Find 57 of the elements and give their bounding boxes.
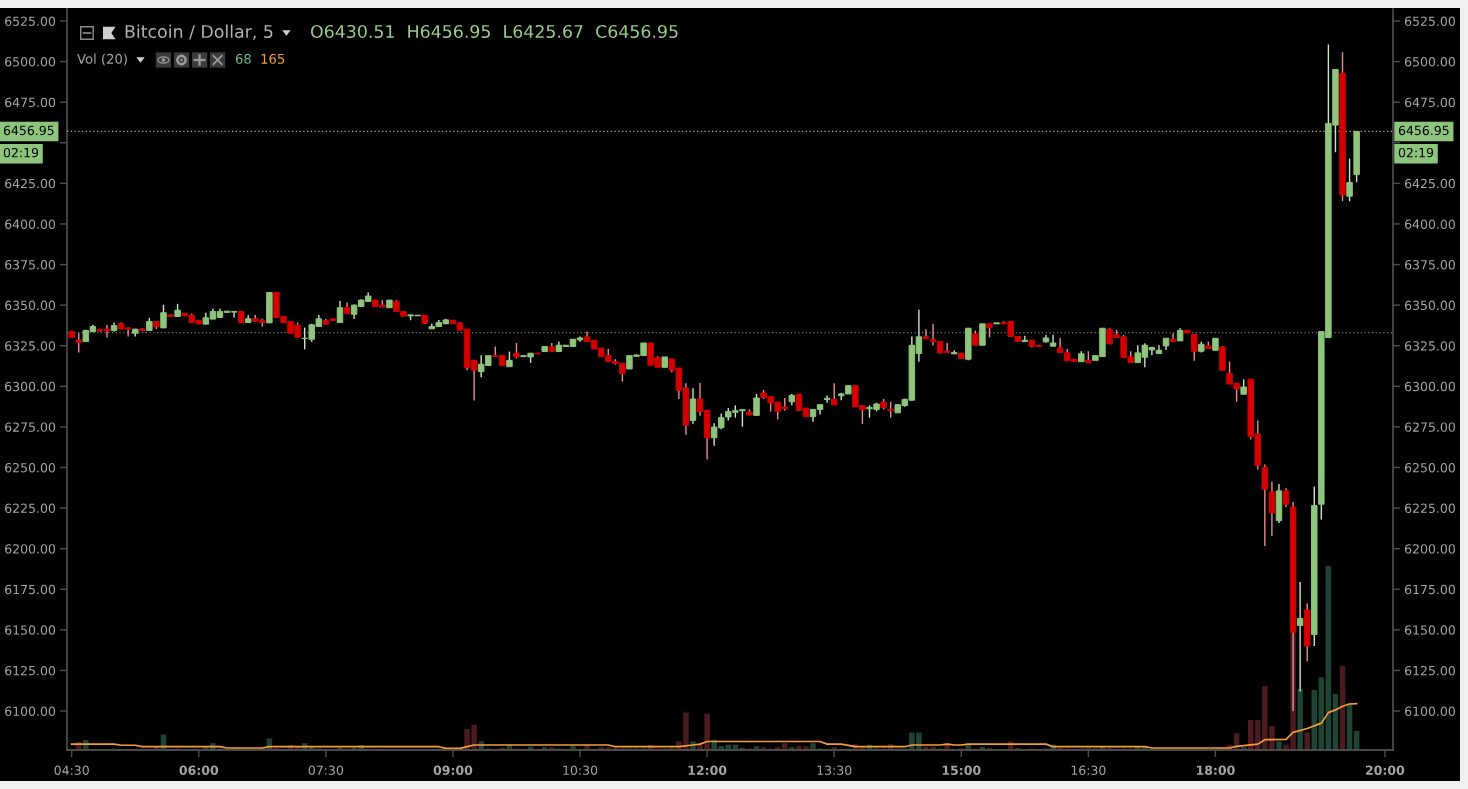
x-tick-label: 07:30 xyxy=(308,765,344,775)
y-tick-label: 6300.00 xyxy=(5,381,56,392)
y2-tick-label: 6125.00 xyxy=(1404,665,1455,676)
annotation: Vol (20) xyxy=(77,53,127,66)
x-tick-label: 04:30 xyxy=(54,765,89,775)
y2-tick-label: 6475.00 xyxy=(1404,97,1455,108)
y2-tick-label: 6100.00 xyxy=(1404,706,1455,716)
y-tick-label: 6125.00 xyxy=(5,665,56,676)
y-tick-label: 6475.00 xyxy=(5,97,56,108)
annotation: L6425.67 xyxy=(504,24,583,39)
x-tick-label: 10:30 xyxy=(563,765,598,775)
y2-tick-label: 6425.00 xyxy=(1404,178,1455,189)
y2-tick-label: 6375.00 xyxy=(1404,260,1455,270)
annotation: 68 xyxy=(235,53,251,64)
y2-tick-label: 6250.00 xyxy=(1404,462,1455,473)
y-tick-label: 6500.00 xyxy=(5,57,56,67)
y-tick-label: 6350.00 xyxy=(5,300,56,311)
y-tick-label: 6525.00 xyxy=(5,16,56,26)
text: 02:19 xyxy=(1398,147,1434,158)
y2-tick-label: 6275.00 xyxy=(1404,422,1455,432)
y2-tick-label: 6325.00 xyxy=(1404,341,1455,351)
y2-tick-label: 6200.00 xyxy=(1404,544,1455,554)
y-tick-label: 6375.00 xyxy=(5,260,56,270)
y-tick-label: 6200.00 xyxy=(5,544,56,554)
y-tick-label: 6100.00 xyxy=(5,706,56,716)
y-tick-label: 6225.00 xyxy=(5,503,56,514)
y-tick-label: 6175.00 xyxy=(5,584,56,595)
text: 6456.95 xyxy=(3,125,54,136)
x-tick-label: 13:30 xyxy=(817,765,852,775)
y2-tick-label: 6150.00 xyxy=(1404,625,1455,635)
y-tick-label: 6275.00 xyxy=(5,422,56,432)
text: 02:19 xyxy=(3,147,39,158)
x-tick-label: 16:30 xyxy=(1071,765,1106,775)
y-tick-label: 6325.00 xyxy=(5,341,56,351)
y-tick-label: 6150.00 xyxy=(5,625,56,635)
y-tick-label: 6400.00 xyxy=(5,219,56,229)
x-tick-label: 12:00 xyxy=(688,765,727,775)
y2-tick-label: 6300.00 xyxy=(1404,381,1455,392)
annotation: C6456.95 xyxy=(596,24,678,39)
y-tick-label: 6425.00 xyxy=(5,178,56,189)
ref-line-label: 6456.95 xyxy=(1398,125,1449,136)
x-tick-label: 06:00 xyxy=(179,765,219,775)
annotation: O6430.51 xyxy=(311,24,394,39)
y2-tick-label: 6400.00 xyxy=(1404,219,1455,229)
x-tick-label: 15:00 xyxy=(942,765,981,775)
x-tick-label: 20:00 xyxy=(1365,765,1405,775)
y2-tick-label: 6350.00 xyxy=(1404,300,1455,311)
y2-tick-label: 6225.00 xyxy=(1404,503,1455,514)
y-tick-label: 6250.00 xyxy=(5,462,56,473)
text: Bitcoin / Dollar, 5 xyxy=(125,24,273,40)
annotation: 165 xyxy=(261,53,285,64)
x-tick-label: 09:00 xyxy=(433,765,473,775)
y2-tick-label: 6500.00 xyxy=(1404,57,1455,67)
annotation: H6456.95 xyxy=(408,24,490,39)
x-tick-label: 18:00 xyxy=(1196,765,1235,775)
y2-tick-label: 6175.00 xyxy=(1404,584,1455,595)
y2-tick-label: 6525.00 xyxy=(1404,16,1455,26)
